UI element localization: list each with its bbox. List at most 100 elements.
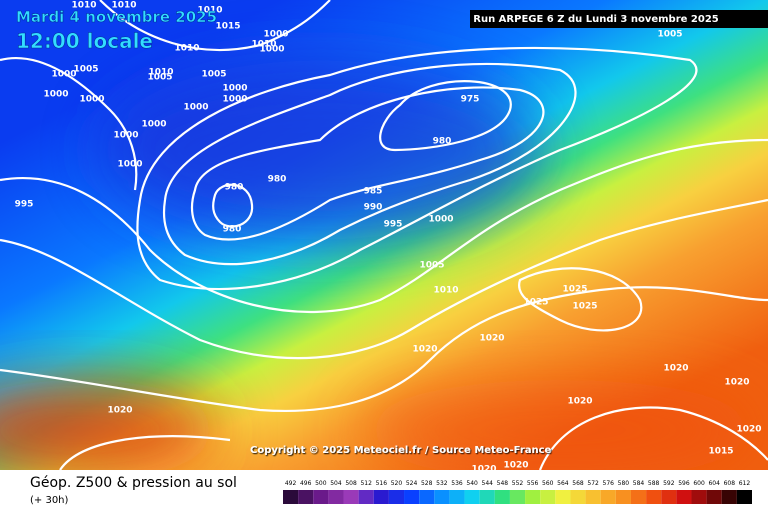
isobar-label: 1000 [141,120,166,130]
scale-label: 568 [572,480,584,487]
isobar-label: 1010 [111,1,136,11]
isobar-label: 1000 [263,30,288,40]
scale-swatch [373,490,389,504]
scale-swatch [328,490,344,504]
isobar-label: 1005 [657,30,682,40]
isobar-label: 1000 [113,131,138,141]
isobar-label: 1005 [147,73,172,83]
scale-label: 516 [376,480,388,487]
isobar-label: 1010 [197,6,222,16]
isobar-label: 1025 [572,302,597,312]
scale-label: 552 [512,480,524,487]
isobar [0,57,138,191]
scale-label: 548 [497,480,509,487]
scale-label: 520 [391,480,403,487]
scale-label: 536 [451,480,463,487]
scale-label: 496 [300,480,312,487]
footer-title: Géop. Z500 & pression au sol [30,475,237,491]
scale-swatch [449,490,465,504]
scale-swatch [358,490,374,504]
isobar-label: 1020 [471,465,496,475]
isobar-label: 1000 [183,103,208,113]
scale-label: 540 [466,480,478,487]
isobar [0,198,768,360]
isobar-label: 1025 [523,298,548,308]
footer: Géop. Z500 & pression au sol (+ 30h) 492… [0,470,768,512]
scale-swatch [661,490,677,504]
isobar-label: 1020 [479,334,504,344]
isobar [538,406,768,471]
scale-swatch [479,490,495,504]
scale-swatch [464,490,480,504]
isobar [162,62,577,266]
copyright: Copyright © 2025 Meteociel.fr / Source M… [250,445,552,456]
isobar-label: 980 [433,137,452,147]
isobar-label: 1020 [107,406,132,416]
isobar-label: 1000 [222,95,247,105]
isobar [0,138,768,314]
scale-label: 592 [663,480,675,487]
isobar-label: 1000 [51,70,76,80]
scale-label: 576 [603,480,615,487]
isobar-label: 1010 [148,68,173,78]
scale-swatch [298,490,314,504]
isobar-label: 1020 [663,364,688,374]
isobar-label: 980 [225,183,244,193]
scale-label: 556 [527,480,539,487]
scale-swatch [404,490,420,504]
scale-swatch [585,490,601,504]
scale-swatch [434,490,450,504]
low-core [100,60,540,240]
scale-label: 560 [542,480,554,487]
scale-label: 580 [618,480,630,487]
scale-label: 504 [330,480,342,487]
scale-swatch [419,490,435,504]
scale-label: 512 [360,480,372,487]
scale-label: 524 [406,480,418,487]
isobar-label: 1020 [724,378,749,388]
isobar-label: 1020 [567,397,592,407]
isobar-label: 975 [461,95,480,105]
scale-swatch [283,490,299,504]
scale-swatch [600,490,616,504]
isobar-label: 1020 [736,425,761,435]
isobar-label: 1025 [562,285,587,295]
isobar-label: 980 [223,225,242,235]
isobar-label: 1000 [43,90,68,100]
scale-label: 612 [739,480,751,487]
scale-label: 532 [436,480,448,487]
scale-swatch [494,490,510,504]
forecast-time: 12:00 locale [16,29,153,53]
scale-label: 528 [421,480,433,487]
isobar-label: 1015 [708,447,733,457]
isobar-label: 995 [384,220,403,230]
scale-swatch [313,490,329,504]
warm-area [0,380,220,480]
scale-swatch [555,490,571,504]
scale-swatch [570,490,586,504]
isobar-label: 1010 [174,44,199,54]
isobar-label: 985 [364,187,383,197]
scale-swatch [721,490,737,504]
isobar [379,80,512,152]
scale-swatch [509,490,526,504]
isobar [517,267,643,332]
scale-label: 508 [345,480,357,487]
isobar [0,286,768,413]
lead-time: (+ 30h) [30,495,69,506]
isobar-label: 990 [364,203,383,213]
isobar-label: 1005 [73,65,98,75]
isobar-label: 1000 [79,95,104,105]
warm-area [360,380,760,480]
scale-swatch [630,490,647,504]
isobar [136,46,698,290]
isobar-label: 1010 [71,1,96,11]
scale-swatch [615,490,631,504]
scale-label: 492 [285,480,297,487]
scale-swatch [540,490,556,504]
scale-swatch [388,490,405,504]
scale-label: 608 [724,480,736,487]
scale-label: 564 [557,480,569,487]
